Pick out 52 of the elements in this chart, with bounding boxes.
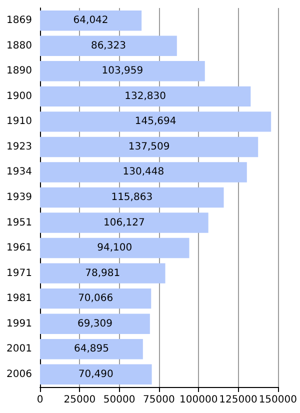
data-label: 64,042 <box>73 15 108 26</box>
bar <box>40 112 272 132</box>
y-tick-label: 1934 <box>6 166 32 178</box>
bar <box>40 338 143 360</box>
data-label: 132,830 <box>124 90 166 102</box>
data-label: 115,863 <box>111 192 153 203</box>
data-label: 106,127 <box>103 217 145 228</box>
y-tick-label: 2001 <box>6 344 32 355</box>
data-label: 70,066 <box>78 293 114 304</box>
data-label: 137,509 <box>128 141 170 152</box>
bar <box>40 314 150 334</box>
y-tick-label: 1900 <box>6 90 32 102</box>
bar <box>40 187 224 208</box>
data-label: 86,323 <box>90 40 126 52</box>
bar <box>40 86 251 107</box>
bar <box>40 212 208 233</box>
x-tick-label: 25000 <box>64 394 96 406</box>
y-tick-label: 1923 <box>6 141 32 152</box>
x-tick-label: 100000 <box>180 394 218 406</box>
bar <box>40 288 152 309</box>
bar <box>40 36 177 56</box>
bar <box>40 10 142 31</box>
y-tick-label: 1939 <box>6 192 32 203</box>
x-tick-label: 75000 <box>143 394 175 406</box>
y-tick-label: 1951 <box>6 217 32 228</box>
data-label: 69,309 <box>77 318 112 330</box>
bar <box>40 364 152 384</box>
y-tick-label: 1869 <box>6 15 32 26</box>
data-label: 145,694 <box>134 116 176 128</box>
y-tick-label: 1991 <box>6 318 32 330</box>
bar <box>40 162 247 182</box>
data-label: 103,959 <box>102 66 144 77</box>
bar <box>40 61 205 82</box>
y-tick-label: 1910 <box>6 116 32 128</box>
y-tick-label: 1890 <box>6 66 32 77</box>
y-tick-label: 2006 <box>6 368 32 380</box>
y-tick-label: 1981 <box>6 293 32 304</box>
x-tick-label: 125000 <box>219 394 258 406</box>
data-label: 64,895 <box>74 344 109 355</box>
bar <box>40 238 190 258</box>
x-tick-label: 50000 <box>103 394 136 406</box>
data-label: 70,490 <box>78 368 114 380</box>
data-label: 94,100 <box>97 242 132 254</box>
x-tick-label: 0 <box>36 394 44 406</box>
bar <box>40 136 258 158</box>
x-tick-label: 150000 <box>258 394 298 406</box>
data-label: 78,981 <box>85 268 120 279</box>
y-tick-label: 1971 <box>6 268 32 279</box>
y-tick-label: 1961 <box>6 242 32 254</box>
bar <box>40 263 166 284</box>
data-label: 130,448 <box>122 166 164 178</box>
y-tick-label: 1880 <box>6 40 32 52</box>
